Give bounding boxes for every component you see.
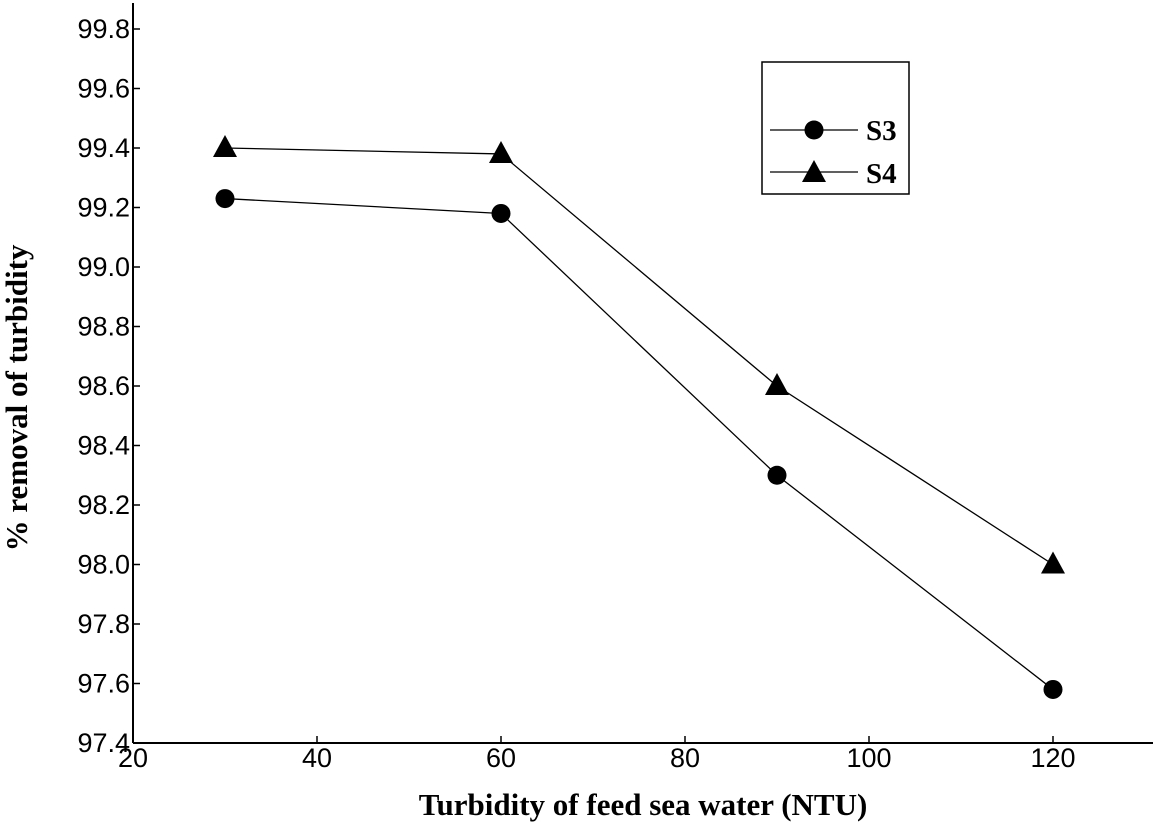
y-axis-title: % removal of turbidity [0, 244, 34, 551]
series-line-s3 [224, 197, 1054, 690]
y-tick-label: 97.6 [77, 669, 130, 699]
x-tick-label: 120 [1030, 743, 1075, 773]
y-tick-label: 99.4 [77, 133, 130, 163]
series-group [213, 135, 1065, 699]
x-tick-label: 20 [118, 743, 148, 773]
y-tick-label: 99.6 [77, 74, 130, 104]
y-tick-label: 99.8 [77, 14, 130, 44]
y-tick-label: 99.2 [77, 193, 130, 223]
y-tick-label: 98.0 [77, 550, 130, 580]
y-tick-label: 98.4 [77, 431, 130, 461]
y-tick-label: 97.8 [77, 609, 130, 639]
series-s4 [213, 135, 1065, 574]
x-tick-label: 100 [846, 743, 891, 773]
data-point-s3 [491, 203, 511, 223]
data-point-s3 [1043, 679, 1063, 699]
data-point-s4 [765, 373, 789, 395]
y-ticks: 97.4 97.6 97.8 98.0 98.2 98.4 98.6 98.8 99.0 99.2… [77, 14, 140, 758]
x-ticks: 20 40 60 80 100 120 [118, 736, 1076, 773]
data-point-s3 [215, 189, 235, 209]
series-s3 [215, 189, 1063, 699]
y-tick-label: 99.0 [77, 252, 130, 282]
series-line-s4 [224, 147, 1054, 566]
x-axis-title: Turbidity of feed sea water (NTU) [419, 787, 868, 822]
legend-label-s3: S3 [866, 115, 897, 147]
y-tick-label: 98.6 [77, 371, 130, 401]
y-tick-label: 98.8 [77, 312, 130, 342]
legend-marker-s4 [802, 160, 826, 182]
legend-label-s4: S4 [866, 158, 897, 190]
y-tick-label: 97.4 [77, 728, 130, 758]
data-point-s3 [767, 465, 787, 485]
legend-marker-s3 [804, 120, 824, 140]
y-tick-label: 98.2 [77, 490, 130, 520]
x-tick-label: 80 [670, 743, 700, 773]
x-tick-label: 40 [302, 743, 332, 773]
data-point-s4 [489, 140, 513, 163]
x-tick-label: 60 [486, 743, 516, 773]
data-point-s4 [1041, 551, 1065, 574]
axes [132, 3, 1153, 744]
legend: S3 S4 [761, 61, 910, 195]
data-point-s4 [213, 135, 237, 157]
